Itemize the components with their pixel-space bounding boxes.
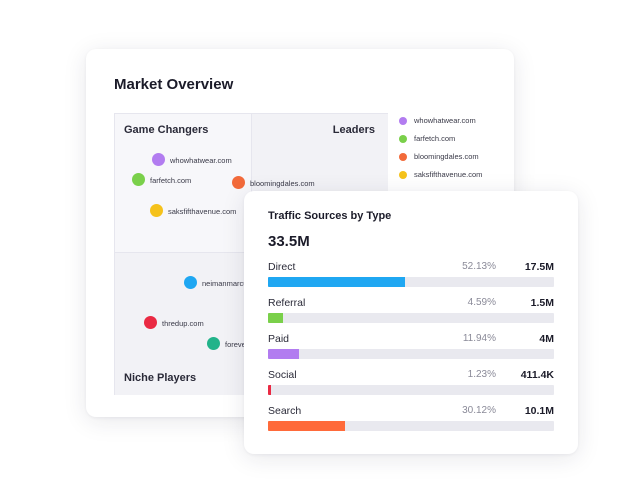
bar-track xyxy=(268,421,554,431)
row-value: 17.5M xyxy=(524,261,554,273)
bar-fill-social xyxy=(268,385,272,395)
bar-fill-referral xyxy=(268,313,283,323)
bar-fill-direct xyxy=(268,277,405,287)
traffic-total-value: 33.5M xyxy=(268,233,310,250)
traffic-sources-card: Traffic Sources by Type 33.5M Direct 52.… xyxy=(244,191,578,454)
quadrant-label-leaders: Leaders xyxy=(332,124,375,136)
row-percent: 30.12% xyxy=(462,405,496,416)
point-whowhatwear[interactable] xyxy=(152,153,165,166)
point-label-thredup: thredup.com xyxy=(162,319,204,328)
point-saksfifthavenue[interactable] xyxy=(150,204,163,217)
legend-dot xyxy=(399,117,407,125)
row-label: Referral xyxy=(268,297,306,309)
bar-track xyxy=(268,385,554,395)
point-neimanmarcus[interactable] xyxy=(184,276,197,289)
legend-dot xyxy=(399,153,407,161)
row-percent: 1.23% xyxy=(467,369,496,380)
point-label-bloomingdales: bloomingdales.com xyxy=(250,179,315,188)
bar-fill-search xyxy=(268,421,345,431)
quadrant-label-game-changers: Game Changers xyxy=(124,124,209,136)
point-label-saksfifthavenue: saksfifthavenue.com xyxy=(168,207,237,216)
row-percent: 52.13% xyxy=(462,261,496,272)
row-value: 10.1M xyxy=(524,405,554,417)
bar-track xyxy=(268,277,554,287)
point-label-neimanmarcus: neimanmarcus.com xyxy=(202,279,268,288)
legend-label: bloomingdales.com xyxy=(414,152,479,161)
row-value: 1.5M xyxy=(530,297,554,309)
point-forever21[interactable] xyxy=(207,337,220,350)
bar-track xyxy=(268,313,554,323)
point-bloomingdales[interactable] xyxy=(232,176,245,189)
point-label-farfetch: farfetch.com xyxy=(150,176,192,185)
legend-dot xyxy=(399,171,407,179)
traffic-row-referral[interactable]: Referral 4.59% 1.5M xyxy=(268,297,554,331)
legend-label: saksfifthavenue.com xyxy=(414,170,483,179)
traffic-row-search[interactable]: Search 30.12% 10.1M xyxy=(268,405,554,439)
traffic-row-direct[interactable]: Direct 52.13% 17.5M xyxy=(268,261,554,295)
quadrant-label-niche-players: Niche Players xyxy=(124,372,197,384)
traffic-row-paid[interactable]: Paid 11.94% 4M xyxy=(268,333,554,367)
row-label: Social xyxy=(268,369,297,381)
legend-dot xyxy=(399,135,407,143)
traffic-row-social[interactable]: Social 1.23% 411.4K xyxy=(268,369,554,403)
row-value: 4M xyxy=(539,333,554,345)
point-farfetch[interactable] xyxy=(132,173,145,186)
traffic-sources-title: Traffic Sources by Type xyxy=(268,210,392,222)
row-percent: 4.59% xyxy=(467,297,496,308)
legend-label: whowhatwear.com xyxy=(414,116,476,125)
row-value: 411.4K xyxy=(520,369,554,381)
row-percent: 11.94% xyxy=(462,333,496,344)
legend-label: farfetch.com xyxy=(414,134,456,143)
bar-track xyxy=(268,349,554,359)
bar-fill-paid xyxy=(268,349,299,359)
row-label: Direct xyxy=(268,261,296,273)
quadrant-niche-players xyxy=(115,252,251,395)
row-label: Paid xyxy=(268,333,290,345)
point-label-whowhatwear: whowhatwear.com xyxy=(170,156,232,165)
row-label: Search xyxy=(268,405,302,417)
point-thredup[interactable] xyxy=(144,316,157,329)
market-overview-title: Market Overview xyxy=(114,76,234,93)
